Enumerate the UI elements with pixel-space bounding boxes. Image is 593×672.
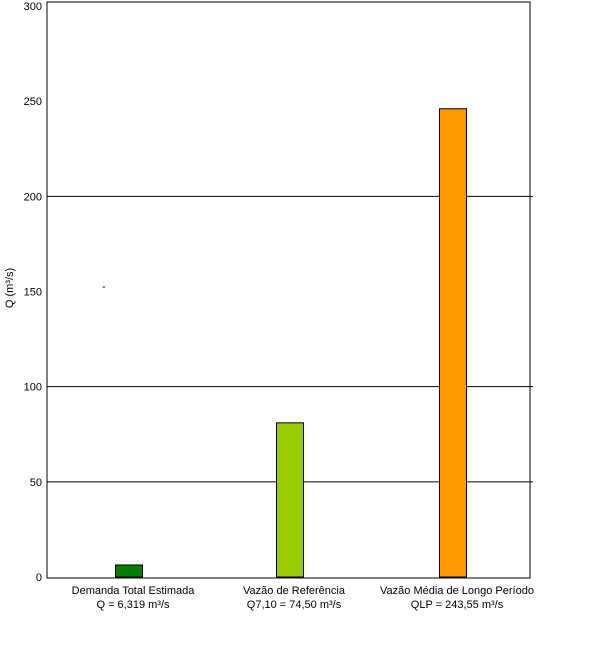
y-tick-label: 200 [24,191,42,203]
category-label: Vazão de Referência [243,585,346,597]
y-tick-label: 50 [30,477,42,489]
bars [115,108,467,578]
y-axis-ticks: 0 50 100 150 200 250 300 [24,1,42,584]
bar-2 [276,422,304,578]
category-label: Demanda Total Estimada [72,585,196,597]
y-tick-label: 100 [24,382,42,394]
category-label: Vazão Média de Longo Período [380,585,534,597]
y-tick-label: 0 [36,572,42,584]
y-tick-label: 150 [24,287,42,299]
category-sublabel: Q7,10 = 74,50 m³/s [247,599,342,611]
stray-mark: - [102,281,106,293]
category-sublabel: QLP = 243,55 m³/s [411,599,504,611]
bar-1 [115,564,143,578]
category-sublabel: Q = 6,319 m³/s [96,599,170,611]
y-tick-label: 300 [24,1,42,13]
y-axis-label: Q (m³/s) [4,268,16,308]
category-labels: Demanda Total Estimada Q = 6,319 m³/s Vazã… [72,585,534,611]
y-tick-label: 250 [24,96,42,108]
bar-3 [439,108,467,578]
